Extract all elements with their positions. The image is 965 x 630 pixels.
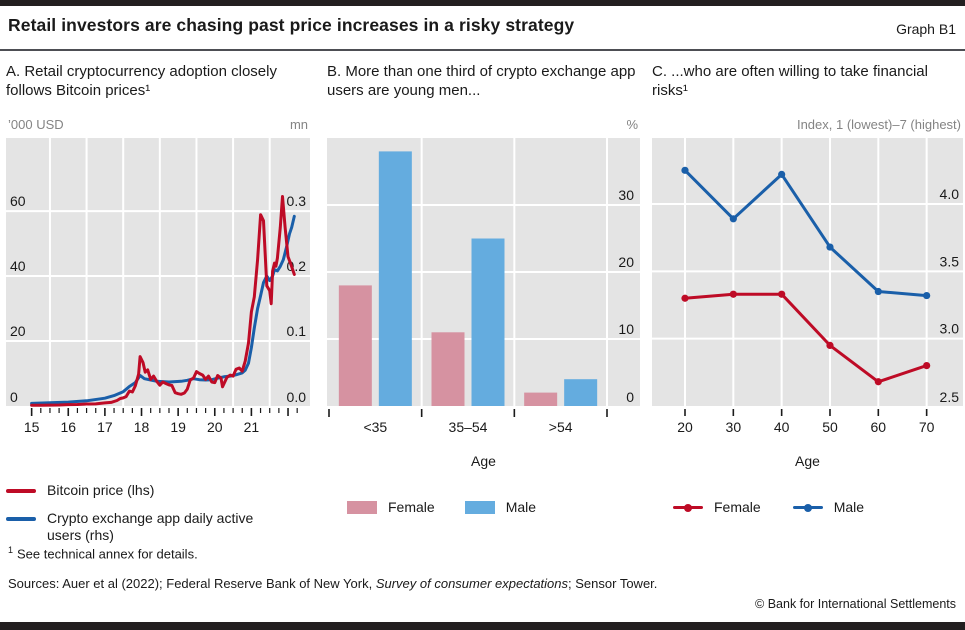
panel-a-title: A. Retail cryptocurrency adoption closel… <box>6 63 277 100</box>
panel-a-right-unit: mn <box>289 117 308 132</box>
panel-c-x-axis-title: Age <box>795 453 820 469</box>
legend-label: Female <box>714 499 761 515</box>
svg-text:0.3: 0.3 <box>287 193 307 209</box>
svg-text:21: 21 <box>244 419 260 435</box>
legend-label: Male <box>505 499 537 515</box>
bitcoin-price-line-swatch <box>6 489 36 493</box>
svg-text:16: 16 <box>60 419 76 435</box>
svg-text:60: 60 <box>10 193 26 209</box>
panel-b: B. More than one third of crypto exchang… <box>327 62 640 622</box>
panel-a-legend: Bitcoin price (lhs) Crypto exchange app … <box>6 482 310 555</box>
male-box-swatch <box>464 501 495 515</box>
svg-text:30: 30 <box>726 419 742 435</box>
svg-text:15: 15 <box>24 419 40 435</box>
svg-text:40: 40 <box>10 258 26 274</box>
svg-text:0: 0 <box>10 389 18 405</box>
svg-text:20: 20 <box>677 419 693 435</box>
svg-text:17: 17 <box>97 419 113 435</box>
male-line-swatch <box>792 503 823 512</box>
svg-text:18: 18 <box>134 419 150 435</box>
legend-label: Female <box>388 499 435 515</box>
svg-text:2.5: 2.5 <box>940 389 960 405</box>
sources-suffix: ; Sensor Tower. <box>568 576 658 591</box>
legend-item-male: Male <box>792 499 865 516</box>
svg-text:3.5: 3.5 <box>940 253 960 269</box>
footnote: 1 See technical annex for details. <box>8 545 198 561</box>
svg-text:35–54: 35–54 <box>449 419 488 435</box>
sources-prefix: Sources: Auer et al (2022); Federal Rese… <box>8 576 376 591</box>
svg-text:0.0: 0.0 <box>287 389 307 405</box>
panel-c-title: C. ...who are often willing to take fina… <box>652 63 928 100</box>
panel-c-right-unit: Index, 1 (lowest)–7 (highest) <box>796 117 961 132</box>
female-marker-dot <box>684 503 692 512</box>
svg-text:19: 19 <box>170 419 186 435</box>
bottom-rule-bar <box>0 622 965 630</box>
panel-b-right-unit: % <box>626 117 638 132</box>
panel-a-units: ’000 USD mn <box>8 117 308 132</box>
svg-text:30: 30 <box>618 187 634 203</box>
panel-b-title: B. More than one third of crypto exchang… <box>327 63 636 100</box>
svg-text:0: 0 <box>626 389 634 405</box>
female-line-swatch <box>673 503 703 512</box>
panel-b-x-axis-title: Age <box>471 453 496 469</box>
footnote-text: See technical annex for details. <box>17 546 198 562</box>
panel-a-chart: 0 0.020 0.140 0.260 0.315 16 17 18 19 20 21 <box>6 138 310 435</box>
panel-b-chart: 0 10 20 30 <35 35–54 >54 <box>327 138 640 435</box>
panel-a-left-unit: ’000 USD <box>8 117 64 132</box>
sources-line: Sources: Auer et al (2022); Federal Rese… <box>8 576 657 591</box>
male-marker-dot <box>803 503 812 512</box>
panel-c-chart: 2.5 3.0 3.5 4.0 20 30 40 50 60 70 <box>652 138 963 435</box>
female-box-swatch <box>347 501 377 515</box>
svg-text:0.1: 0.1 <box>287 323 307 339</box>
svg-text:50: 50 <box>822 419 838 435</box>
legend-label: Bitcoin price (lhs) <box>47 482 155 498</box>
svg-text:20: 20 <box>207 419 223 435</box>
top-rule-bar <box>0 0 965 6</box>
app-users-line-swatch <box>6 517 36 521</box>
graph-number-label: Graph B1 <box>896 21 956 37</box>
sources-italic-title: Survey of consumer expectations <box>375 576 569 591</box>
svg-text:<35: <35 <box>363 419 387 435</box>
panel-c-units: Index, 1 (lowest)–7 (highest) <box>654 117 961 132</box>
legend-label: Crypto exchange app daily active users (… <box>47 510 254 544</box>
legend-item-female: Female <box>347 499 435 516</box>
legend-item-bitcoin-price: Bitcoin price (lhs) <box>6 482 310 499</box>
svg-text:4.0: 4.0 <box>940 186 960 202</box>
svg-text:40: 40 <box>774 419 790 435</box>
panel-b-units: % <box>329 117 638 132</box>
legend-label: Male <box>833 499 865 515</box>
svg-text:3.0: 3.0 <box>940 321 960 337</box>
panel-c: C. ...who are often willing to take fina… <box>652 62 963 622</box>
copyright-notice: © Bank for International Settlements <box>755 597 956 611</box>
panel-c-legend: Female Male <box>652 499 963 516</box>
footnote-marker: 1 <box>8 545 14 555</box>
svg-text:60: 60 <box>871 419 887 435</box>
svg-text:10: 10 <box>618 321 634 337</box>
svg-text:20: 20 <box>618 254 634 270</box>
legend-item-male: Male <box>464 499 537 516</box>
legend-item-female: Female <box>673 499 761 516</box>
legend-item-app-users: Crypto exchange app daily active users (… <box>6 510 310 544</box>
svg-text:70: 70 <box>919 419 935 435</box>
svg-text:>54: >54 <box>549 419 573 435</box>
panel-a: A. Retail cryptocurrency adoption closel… <box>6 62 310 622</box>
page-title: Retail investors are chasing past price … <box>8 15 575 35</box>
svg-text:20: 20 <box>10 323 26 339</box>
panel-b-legend: Female Male <box>327 499 640 516</box>
title-divider <box>0 49 965 51</box>
